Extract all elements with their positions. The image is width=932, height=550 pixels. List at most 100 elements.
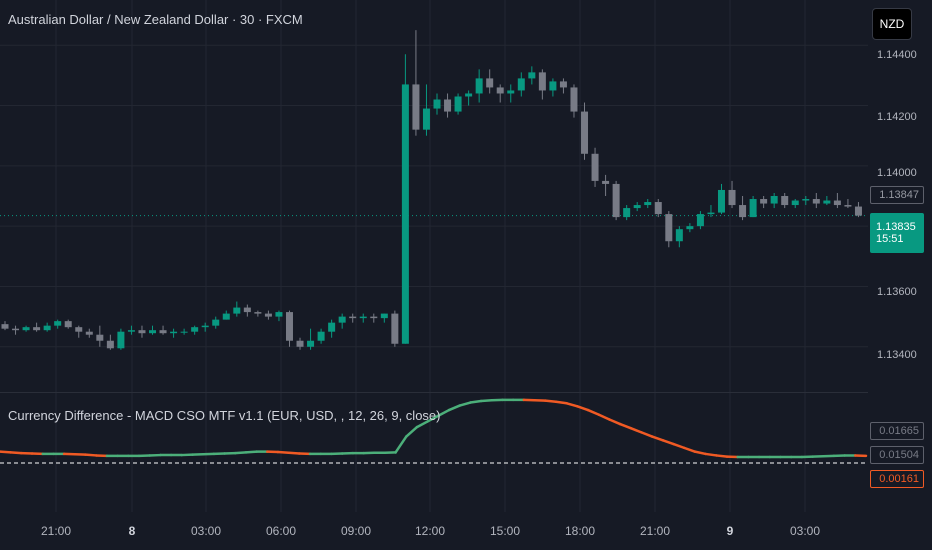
time-label: 06:00 [265, 524, 297, 538]
candle-body [422, 108, 430, 130]
candle-body [770, 196, 778, 204]
candle-body [559, 81, 567, 88]
candle-body [264, 313, 272, 317]
price-chart[interactable] [0, 0, 868, 392]
candle-body [138, 330, 146, 334]
indicator-segment [426, 414, 440, 423]
indicator-segment [9, 451, 23, 455]
time-label: 03:00 [190, 524, 222, 538]
candle-body [170, 331, 178, 334]
candle-body [106, 340, 114, 349]
indicator-value-label: 0.01665 [870, 422, 924, 440]
indicator-segment [640, 431, 654, 438]
candle-body [454, 96, 462, 112]
candle-body [254, 312, 262, 314]
indicator-segment [276, 450, 290, 455]
candle-body [591, 153, 599, 181]
candle-body [665, 214, 673, 242]
price-label: 1.13600 [877, 286, 917, 298]
candle-body [1, 324, 9, 329]
candle-body [517, 78, 525, 91]
candle-body [749, 199, 757, 218]
candle-body [317, 331, 325, 341]
candle-body [159, 330, 167, 334]
indicator-segment [84, 453, 98, 457]
symbol-title[interactable]: Australian Dollar / New Zealand Dollar ·… [8, 12, 303, 27]
time-label: 21:00 [639, 524, 671, 538]
indicator-segment [597, 413, 611, 421]
candle-body [791, 200, 799, 206]
price-label: 1.13400 [877, 349, 917, 361]
indicator-segment [244, 450, 258, 454]
time-label: 03:00 [789, 524, 821, 538]
indicator-segment [682, 446, 697, 453]
price-label: 1.14000 [877, 167, 917, 179]
indicator-segment [586, 408, 600, 416]
candle-body [696, 214, 704, 227]
candle-body [760, 199, 768, 204]
candle-body [33, 327, 41, 331]
candle-body [54, 321, 62, 326]
currency-button[interactable]: NZD [872, 8, 912, 40]
candle-body [854, 206, 862, 216]
candle-body [85, 331, 93, 335]
candle-body [285, 312, 293, 341]
indicator-segment [479, 399, 494, 403]
indicator-segment [437, 408, 451, 417]
indicator-segment [458, 401, 472, 407]
pane-separator[interactable] [0, 392, 868, 393]
time-label: 12:00 [414, 524, 446, 538]
candle-body [844, 205, 852, 207]
candle-body [644, 202, 652, 206]
candle-body [359, 316, 367, 319]
candle-body [96, 334, 104, 341]
candle-body [380, 313, 388, 319]
time-label: 09:00 [340, 524, 372, 538]
indicator-segment [544, 399, 558, 404]
candle-body [654, 202, 662, 215]
candle-body [433, 99, 441, 109]
candle-body [349, 316, 357, 319]
last-price-tag: 1.13835 15:51 [870, 213, 924, 253]
indicator-segment [415, 420, 429, 429]
candle-body [781, 196, 789, 206]
candle-body [496, 87, 504, 94]
candle-body [412, 84, 420, 130]
indicator-segment [394, 435, 408, 454]
indicator-segment [715, 454, 729, 458]
candle-body [675, 229, 683, 242]
candle-body [728, 189, 736, 206]
candle-body [707, 212, 715, 215]
indicator-segment [629, 426, 643, 434]
indicator-segment [576, 405, 590, 412]
time-axis[interactable]: 21:00 8 03:00 06:00 09:00 12:00 15:00 18… [0, 512, 932, 550]
candle-body [570, 87, 578, 112]
prev-close-label: 1.13847 [870, 186, 924, 204]
price-label: 1.14400 [877, 49, 917, 61]
candle-body [549, 81, 557, 91]
indicator-chart[interactable] [0, 393, 868, 512]
candle-body [338, 316, 346, 323]
candle-body [602, 180, 610, 184]
candle-body [307, 340, 315, 347]
candle-body [149, 330, 157, 334]
indicator-segment [405, 425, 419, 438]
candle-body [538, 72, 546, 91]
candle-body [201, 325, 209, 328]
indicator-title[interactable]: Currency Difference - MACD CSO MTF v1.1 … [8, 408, 441, 423]
time-label: 8 [128, 524, 136, 538]
time-label: 9 [726, 524, 734, 538]
candle-body [623, 208, 631, 218]
candle-body [581, 111, 589, 154]
candle-body [43, 325, 51, 331]
candle-body [528, 72, 536, 79]
candle-body [212, 319, 220, 326]
candle-body [22, 327, 30, 331]
price-label: 1.14200 [877, 111, 917, 123]
candle-body [243, 307, 251, 313]
time-label: 15:00 [489, 524, 521, 538]
indicator-segment [704, 452, 718, 457]
indicator-segment [554, 400, 568, 405]
indicator-segment [693, 450, 707, 456]
candle-body [370, 316, 378, 319]
